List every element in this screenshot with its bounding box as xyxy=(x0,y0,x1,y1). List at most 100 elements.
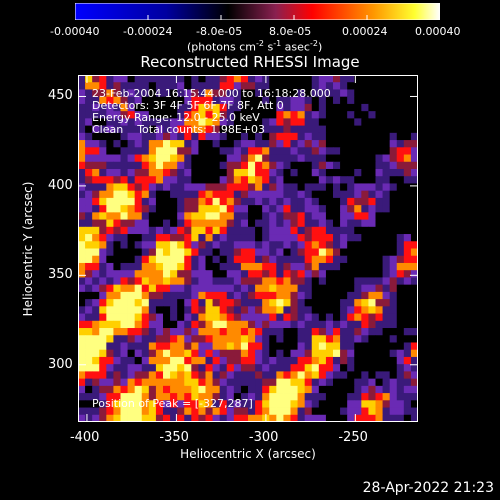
heatmap-cell xyxy=(361,75,369,83)
heatmap-cell xyxy=(170,320,178,329)
heatmap-cell xyxy=(255,378,263,387)
heatmap-cell xyxy=(177,277,185,286)
heatmap-cell xyxy=(155,132,164,141)
heatmap-cell xyxy=(191,96,199,105)
heatmap-cell xyxy=(276,320,284,329)
heatmap-cell xyxy=(403,118,412,127)
heatmap-cell xyxy=(382,291,391,300)
heatmap-cell xyxy=(269,212,277,220)
heatmap-cell xyxy=(177,393,185,401)
heatmap-cell xyxy=(276,364,284,372)
heatmap-cell xyxy=(184,349,192,358)
heatmap-cell xyxy=(333,111,341,119)
heatmap-cell xyxy=(304,161,313,170)
heatmap-cell xyxy=(163,364,171,372)
heatmap-cell xyxy=(191,284,199,293)
heatmap-cell xyxy=(375,111,383,119)
heatmap-cell xyxy=(92,197,100,206)
heatmap-cell xyxy=(205,183,213,192)
heatmap-cell xyxy=(262,335,270,343)
heatmap-cell xyxy=(368,161,376,170)
heatmap-cell xyxy=(410,378,418,387)
heatmap-cell xyxy=(347,299,355,307)
heatmap-cell xyxy=(163,371,171,380)
heatmap-cell xyxy=(361,320,369,329)
heatmap-cell xyxy=(127,385,136,394)
heatmap-cell xyxy=(240,335,249,343)
heatmap-cell xyxy=(113,140,121,148)
heatmap-cell xyxy=(396,385,405,394)
heatmap-cell xyxy=(240,313,249,322)
heatmap-cell xyxy=(403,125,412,134)
heatmap-cell xyxy=(113,313,121,322)
heatmap-cell xyxy=(170,378,178,387)
heatmap-cell xyxy=(99,161,107,170)
heatmap-cell xyxy=(255,168,263,177)
heatmap-cell xyxy=(85,140,93,148)
heatmap-cell xyxy=(276,96,284,105)
heatmap-cell xyxy=(361,212,369,220)
heatmap-cell xyxy=(410,226,418,235)
heatmap-cell xyxy=(191,234,199,242)
heatmap-cell xyxy=(205,154,213,163)
heatmap-cell xyxy=(361,255,369,264)
heatmap-cell xyxy=(212,299,221,307)
heatmap-cell xyxy=(177,118,185,127)
heatmap-cell xyxy=(354,356,362,365)
heatmap-cell xyxy=(262,313,270,322)
heatmap-cell xyxy=(304,147,313,155)
heatmap-cell xyxy=(375,371,383,380)
heatmap-cell xyxy=(127,82,136,90)
heatmap-cell xyxy=(177,168,185,177)
heatmap-cell xyxy=(113,284,121,293)
heatmap-cell xyxy=(325,400,334,408)
heatmap-cell xyxy=(389,82,398,90)
heatmap-cell xyxy=(290,219,298,228)
heatmap-cell xyxy=(106,328,114,336)
heatmap-cell xyxy=(170,407,178,416)
heatmap-cell xyxy=(255,161,263,170)
heatmap-cell xyxy=(191,168,199,177)
heatmap-cell xyxy=(262,306,270,314)
heatmap-cell xyxy=(184,371,192,380)
heatmap-cell xyxy=(155,299,164,307)
heatmap-cell xyxy=(120,342,128,351)
heatmap-cell xyxy=(198,349,206,358)
heatmap-cell xyxy=(389,154,398,163)
heatmap-cell xyxy=(361,284,369,293)
heatmap-cell xyxy=(410,328,418,336)
heatmap-cell xyxy=(99,349,107,358)
heatmap-cell xyxy=(170,147,178,155)
heatmap-cell xyxy=(85,82,93,90)
heatmap-cell xyxy=(120,291,128,300)
heatmap-cell xyxy=(318,140,327,148)
heatmap-cell xyxy=(375,75,383,83)
heatmap-cell xyxy=(396,364,405,372)
heatmap-cell xyxy=(340,147,348,155)
heatmap-cell xyxy=(205,190,213,199)
heatmap-cell xyxy=(127,75,136,83)
heatmap-cell xyxy=(212,111,221,119)
heatmap-cell xyxy=(141,226,150,235)
heatmap-cell xyxy=(354,313,362,322)
heatmap-cell xyxy=(304,183,313,192)
heatmap-cell xyxy=(177,103,185,112)
heatmap-cell xyxy=(354,183,362,192)
heatmap-cell xyxy=(205,400,213,408)
heatmap-cell xyxy=(262,118,270,127)
heatmap-cell xyxy=(396,75,405,83)
heatmap-cell xyxy=(347,356,355,365)
heatmap-cell xyxy=(389,176,398,184)
heatmap-cell xyxy=(389,140,398,148)
heatmap-cell xyxy=(283,393,291,401)
heatmap-cell xyxy=(248,205,256,213)
heatmap-cell xyxy=(396,342,405,351)
heatmap-cell xyxy=(389,161,398,170)
heatmap-cell xyxy=(240,328,249,336)
heatmap-cell xyxy=(290,89,298,98)
heatmap-cell xyxy=(368,75,376,83)
heatmap-cell xyxy=(212,197,221,206)
heatmap-cell xyxy=(226,176,235,184)
heatmap-cell xyxy=(382,205,391,213)
heatmap-cell xyxy=(269,82,277,90)
